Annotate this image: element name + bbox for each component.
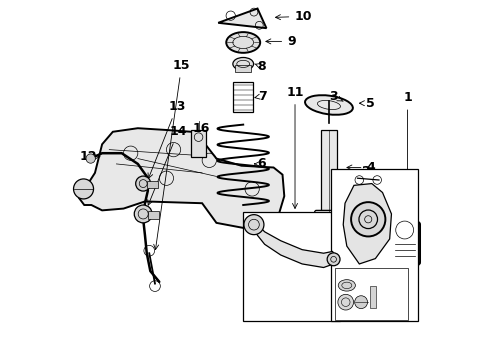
Text: 3: 3 <box>329 90 343 103</box>
Text: 11: 11 <box>286 86 304 208</box>
Text: 15: 15 <box>154 59 190 249</box>
Circle shape <box>351 202 386 237</box>
Text: 16: 16 <box>193 122 210 135</box>
Bar <box>243 212 340 321</box>
Text: 8: 8 <box>255 60 266 73</box>
Circle shape <box>327 253 340 266</box>
Text: 4: 4 <box>347 161 375 174</box>
Ellipse shape <box>134 205 152 223</box>
Bar <box>331 169 418 321</box>
Ellipse shape <box>338 280 355 291</box>
Bar <box>147 181 158 188</box>
FancyBboxPatch shape <box>315 210 343 235</box>
Text: 7: 7 <box>255 90 268 103</box>
Bar <box>233 82 253 112</box>
Polygon shape <box>218 9 267 28</box>
Polygon shape <box>250 219 336 267</box>
Ellipse shape <box>305 95 353 115</box>
Text: 5: 5 <box>360 97 375 110</box>
Polygon shape <box>343 184 392 264</box>
Ellipse shape <box>136 176 151 191</box>
Text: 9: 9 <box>266 35 296 48</box>
Circle shape <box>244 215 264 235</box>
Text: 1: 1 <box>403 91 412 192</box>
Circle shape <box>74 179 94 199</box>
Bar <box>235 65 251 72</box>
Polygon shape <box>79 128 284 228</box>
FancyBboxPatch shape <box>390 222 420 265</box>
Bar <box>335 268 408 320</box>
Circle shape <box>86 154 96 163</box>
Text: 13: 13 <box>148 100 186 178</box>
Bar <box>191 130 206 157</box>
Text: 10: 10 <box>275 10 312 23</box>
Bar <box>321 130 337 216</box>
Ellipse shape <box>226 32 260 53</box>
Bar <box>370 287 376 308</box>
Text: 12: 12 <box>79 150 99 163</box>
Text: 6: 6 <box>255 157 266 170</box>
Bar <box>315 248 343 264</box>
Text: 14: 14 <box>147 125 187 205</box>
Circle shape <box>338 294 354 310</box>
Bar <box>148 211 159 219</box>
Ellipse shape <box>233 58 253 70</box>
Text: 2: 2 <box>362 165 371 183</box>
Circle shape <box>355 296 368 309</box>
